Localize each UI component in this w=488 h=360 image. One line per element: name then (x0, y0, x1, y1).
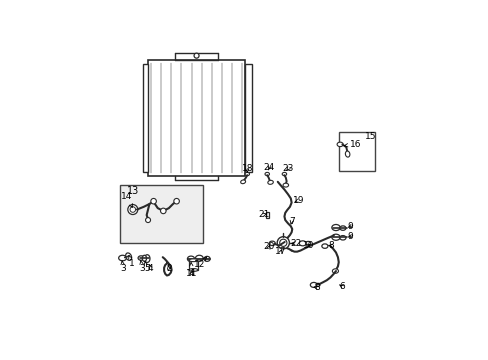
Text: 12: 12 (193, 257, 206, 269)
Bar (142, 64, 148, 172)
Circle shape (194, 53, 199, 58)
Ellipse shape (331, 234, 340, 240)
Ellipse shape (144, 255, 150, 262)
Ellipse shape (315, 283, 320, 287)
Text: 22: 22 (289, 239, 301, 248)
Ellipse shape (305, 242, 310, 245)
Circle shape (145, 217, 150, 222)
Text: 17: 17 (275, 247, 286, 256)
Text: 3: 3 (140, 261, 145, 273)
Ellipse shape (142, 255, 146, 261)
Circle shape (127, 204, 138, 215)
Circle shape (160, 208, 166, 214)
Text: 10: 10 (303, 240, 314, 249)
Ellipse shape (321, 244, 327, 248)
Circle shape (130, 207, 135, 212)
Text: 11: 11 (186, 269, 197, 278)
Text: 13: 13 (126, 186, 139, 196)
Text: 7: 7 (288, 217, 294, 226)
Ellipse shape (240, 180, 245, 184)
Ellipse shape (119, 255, 126, 261)
Ellipse shape (332, 269, 338, 273)
Ellipse shape (203, 256, 210, 261)
Text: 1: 1 (128, 256, 135, 267)
Ellipse shape (267, 180, 273, 184)
Ellipse shape (331, 225, 340, 231)
Text: 4: 4 (148, 264, 153, 273)
Text: 18: 18 (241, 164, 252, 173)
Bar (189, 260, 198, 270)
Ellipse shape (336, 142, 343, 147)
Ellipse shape (138, 256, 144, 260)
Text: 19: 19 (292, 196, 304, 205)
Ellipse shape (264, 172, 269, 176)
Ellipse shape (345, 151, 349, 157)
Bar (120, 185, 203, 243)
Bar (244, 64, 251, 172)
Ellipse shape (282, 172, 286, 176)
Text: 21: 21 (258, 210, 269, 219)
Text: 5: 5 (143, 261, 149, 273)
Ellipse shape (125, 253, 131, 260)
Ellipse shape (195, 255, 203, 261)
Circle shape (150, 198, 156, 204)
Text: 8: 8 (327, 241, 333, 250)
Bar (339, 132, 375, 171)
Text: 16: 16 (343, 140, 361, 149)
Text: 23: 23 (282, 164, 293, 173)
Text: 9: 9 (346, 222, 352, 231)
Text: 9: 9 (346, 232, 352, 241)
Text: 14: 14 (121, 192, 132, 207)
Ellipse shape (339, 226, 346, 230)
Ellipse shape (189, 269, 198, 271)
Bar (265, 212, 269, 218)
Ellipse shape (187, 256, 194, 262)
Circle shape (279, 239, 286, 246)
Circle shape (173, 198, 179, 204)
Bar (148, 60, 244, 176)
Text: 8: 8 (313, 283, 319, 292)
Ellipse shape (339, 235, 346, 240)
Text: 20: 20 (263, 242, 275, 251)
Text: 6: 6 (339, 282, 344, 291)
Text: 3: 3 (120, 261, 126, 273)
Ellipse shape (268, 241, 275, 246)
Text: 24: 24 (264, 163, 275, 172)
Ellipse shape (189, 259, 198, 262)
Text: 4: 4 (189, 262, 194, 278)
Circle shape (277, 237, 289, 249)
Ellipse shape (310, 283, 317, 287)
Ellipse shape (299, 241, 305, 246)
Text: 2: 2 (166, 264, 171, 273)
Ellipse shape (283, 183, 288, 187)
Ellipse shape (244, 172, 249, 176)
Text: 15: 15 (364, 132, 375, 141)
